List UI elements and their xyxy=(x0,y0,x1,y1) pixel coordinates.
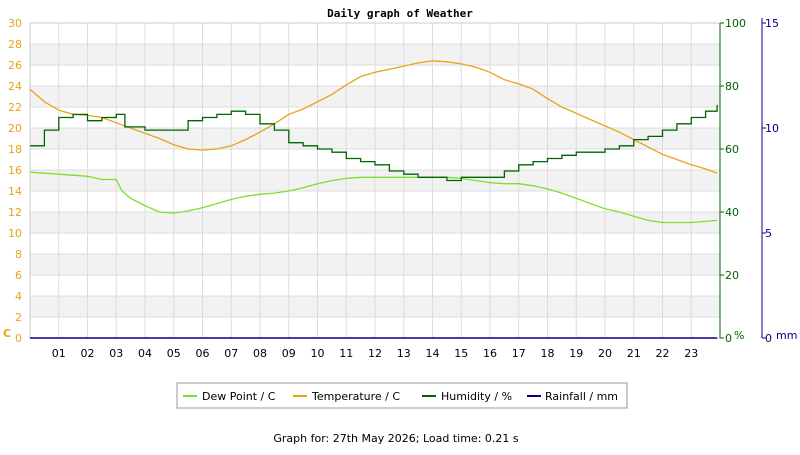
x-tick-label: 12 xyxy=(368,347,382,360)
x-tick-label: 05 xyxy=(167,347,181,360)
left-tick-label: 26 xyxy=(8,59,22,72)
rain-tick-label: 15 xyxy=(765,17,779,30)
left-tick-label: 22 xyxy=(8,101,22,114)
x-tick-label: 17 xyxy=(512,347,526,360)
humidity-tick-label: 0 xyxy=(725,332,732,345)
left-tick-label: 10 xyxy=(8,227,22,240)
humidity-tick-label: 80 xyxy=(725,80,739,93)
x-tick-label: 15 xyxy=(454,347,468,360)
chart-title: Daily graph of Weather xyxy=(327,7,473,20)
humidity-tick-label: 100 xyxy=(725,17,746,30)
legend-label: Dew Point / C xyxy=(202,390,276,403)
rain-tick-label: 10 xyxy=(765,122,779,135)
legend: Dew Point / C Temperature / C Humidity / %… xyxy=(176,382,628,409)
rain-axis-unit: mm xyxy=(776,329,797,342)
left-tick-label: 24 xyxy=(8,80,22,93)
humidity-tick-label: 60 xyxy=(725,143,739,156)
legend-label: Temperature / C xyxy=(311,390,400,403)
x-tick-label: 09 xyxy=(282,347,296,360)
series-line-0 xyxy=(29,171,718,224)
x-tick-label: 18 xyxy=(541,347,555,360)
x-tick-label: 20 xyxy=(598,347,612,360)
legend-label: Rainfall / mm xyxy=(545,390,618,403)
x-tick-label: 06 xyxy=(196,347,210,360)
series xyxy=(29,60,718,339)
humidity-axis-unit: % xyxy=(734,329,744,342)
rain-tick-label: 0 xyxy=(765,332,772,345)
left-tick-label: 4 xyxy=(15,290,22,303)
x-tick-label: 13 xyxy=(397,347,411,360)
rain-tick-label: 5 xyxy=(765,227,772,240)
left-tick-label: 8 xyxy=(15,248,22,261)
left-tick-label: 18 xyxy=(8,143,22,156)
x-tick-label: 10 xyxy=(311,347,325,360)
x-tick-label: 22 xyxy=(656,347,670,360)
left-tick-label: 28 xyxy=(8,38,22,51)
x-tick-label: 03 xyxy=(109,347,123,360)
x-tick-label: 08 xyxy=(253,347,267,360)
humidity-tick-label: 40 xyxy=(725,206,739,219)
chart-footer: Graph for: 27th May 2026; Load time: 0.2… xyxy=(273,432,519,445)
left-tick-label: 16 xyxy=(8,164,22,177)
series-line-1 xyxy=(29,60,718,174)
x-tick-label: 23 xyxy=(684,347,698,360)
x-tick-label: 11 xyxy=(339,347,353,360)
left-tick-label: 20 xyxy=(8,122,22,135)
x-tick-label: 02 xyxy=(81,347,95,360)
legend-box xyxy=(176,382,628,409)
x-tick-label: 01 xyxy=(52,347,66,360)
left-tick-label: 30 xyxy=(8,17,22,30)
x-tick-label: 14 xyxy=(426,347,440,360)
left-tick-label: 12 xyxy=(8,206,22,219)
left-tick-label: 14 xyxy=(8,185,22,198)
x-tick-label: 19 xyxy=(569,347,583,360)
humidity-tick-label: 20 xyxy=(725,269,739,282)
x-tick-label: 07 xyxy=(224,347,238,360)
left-tick-label: 0 xyxy=(15,332,22,345)
left-tick-label: 2 xyxy=(15,311,22,324)
legend-label: Humidity / % xyxy=(441,390,512,403)
left-tick-label: 6 xyxy=(15,269,22,282)
x-tick-label: 16 xyxy=(483,347,497,360)
x-tick-label: 21 xyxy=(627,347,641,360)
left-axis-unit: C xyxy=(3,327,11,340)
series-line-2 xyxy=(30,104,718,182)
x-tick-label: 04 xyxy=(138,347,152,360)
